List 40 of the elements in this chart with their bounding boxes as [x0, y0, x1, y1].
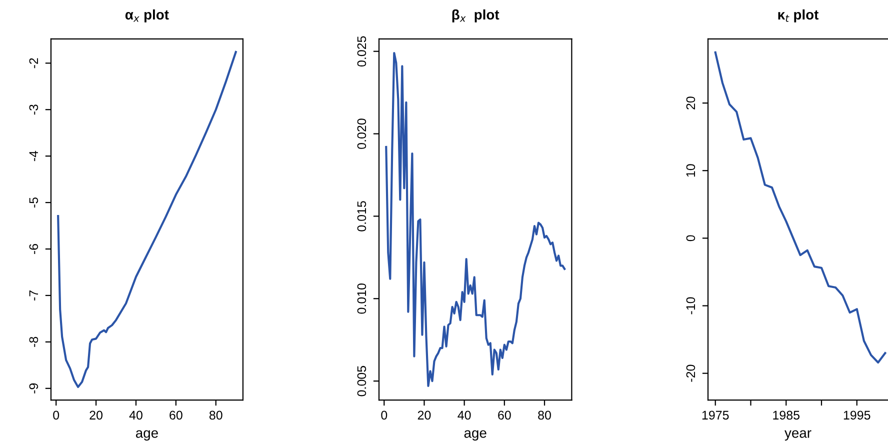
y-tick-label: 0.015	[357, 201, 366, 232]
line-series	[57, 50, 237, 388]
x-tick-label: 1985	[773, 410, 800, 420]
y-tick-label: 0.020	[357, 118, 366, 149]
x-axis-title: year	[784, 430, 812, 441]
chart-title: β$_{x}$ plot	[452, 9, 500, 22]
y-tick-label: -7	[29, 290, 38, 300]
x-tick-label: 1975	[702, 410, 729, 420]
y-tick-label: 0	[686, 235, 696, 242]
y-tick-label: -4	[29, 150, 38, 162]
y-tick-label: -10	[686, 297, 696, 314]
x-axis-title: age	[136, 430, 158, 441]
x-tick-label: 20	[418, 410, 431, 420]
x-axis-title: age	[464, 430, 486, 441]
chart-title: κ$_{t}$ plot	[778, 9, 819, 22]
y-tick-label: 0.010	[357, 283, 366, 314]
y-tick-label: 10	[686, 164, 696, 177]
x-tick-label: 80	[209, 410, 222, 420]
y-tick-label: -9	[29, 383, 38, 394]
x-tick-label: 40	[129, 410, 142, 420]
y-tick-label: -20	[686, 364, 696, 382]
x-tick-label: 80	[538, 410, 551, 420]
y-tick-label: -6	[29, 244, 38, 254]
x-tick-label: 1995	[844, 410, 870, 420]
x-tick-label: 60	[170, 410, 182, 420]
line-series	[385, 52, 566, 388]
y-tick-label: 0.005	[357, 366, 366, 396]
x-tick-label: 40	[458, 410, 471, 420]
y-tick-label: -3	[29, 104, 38, 115]
x-tick-label: 60	[498, 410, 511, 420]
chart-title: α$_{x}$ plot	[125, 9, 169, 22]
x-tick-label: 0	[53, 410, 60, 420]
y-tick-label: -2	[29, 58, 38, 68]
line-series	[714, 51, 886, 364]
y-tick-label: 0.025	[357, 36, 366, 66]
x-tick-label: 0	[381, 410, 388, 420]
y-tick-label: -8	[29, 336, 38, 347]
y-tick-label: 20	[686, 96, 696, 110]
x-tick-label: 20	[90, 410, 102, 420]
y-tick-label: -5	[29, 198, 38, 208]
